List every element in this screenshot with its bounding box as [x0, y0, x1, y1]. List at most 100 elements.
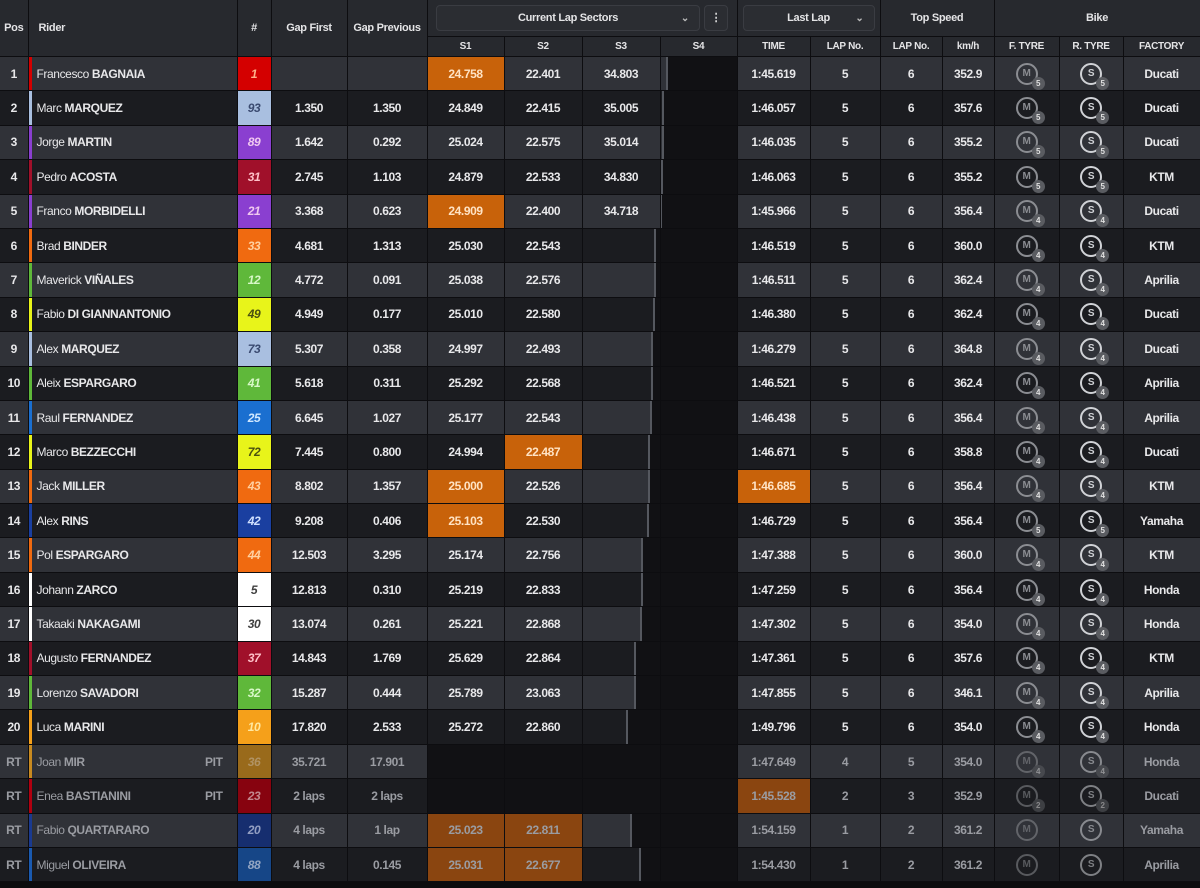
rider-name[interactable]: Maverick VIÑALES: [28, 262, 238, 298]
table-row[interactable]: 8 Fabio DI GIANNANTONIO 49 4.949 0.177 25.010…: [0, 297, 1200, 333]
gap-previous: 0.311: [347, 366, 428, 401]
rider-name[interactable]: Pol ESPARGARO: [28, 537, 238, 573]
header-rear-tyre[interactable]: R. TYRE: [1059, 36, 1124, 57]
header-kmh[interactable]: km/h: [942, 36, 995, 57]
rider-name[interactable]: Marc MARQUEZ: [28, 90, 238, 126]
table-row[interactable]: 7 Maverick VIÑALES 12 4.772 0.091 25.038 22.57…: [0, 262, 1200, 298]
table-row[interactable]: 4 Pedro ACOSTA 31 2.745 1.103 24.879 22.533 34.…: [0, 159, 1200, 195]
header-s4[interactable]: S4: [660, 36, 738, 57]
rider-first-name: Aleix: [36, 376, 61, 391]
table-row[interactable]: RT Miguel OLIVEIRA 88 4 laps 0.145 25.031 22.6…: [0, 847, 1200, 883]
rider-name[interactable]: Enea BASTIANINI PIT: [28, 778, 238, 814]
header-s2[interactable]: S2: [504, 36, 583, 57]
tyre-age-badge: 4: [1031, 626, 1045, 640]
sector-s3: 34.718: [582, 194, 661, 229]
rider-name[interactable]: Johann ZARCO: [28, 572, 238, 608]
table-row[interactable]: 17 Takaaki NAKAGAMI 30 13.074 0.261 25.221 22.…: [0, 606, 1200, 642]
rider-name[interactable]: Fabio DI GIANNANTONIO: [28, 297, 238, 333]
team-color-bar: [28, 572, 32, 606]
last-lap-number: 5: [810, 641, 881, 677]
last-lap-dropdown[interactable]: Last Lap ⌄: [742, 5, 875, 31]
sector-progress-remaining: [666, 57, 736, 90]
table-row[interactable]: 15 Pol ESPARGARO 44 12.503 3.295 25.174 22.756…: [0, 537, 1200, 573]
table-row[interactable]: 10 Aleix ESPARGARO 41 5.618 0.311 25.292 22.56…: [0, 366, 1200, 401]
position: 17: [0, 606, 29, 642]
rider-name[interactable]: Jorge MARTIN: [28, 125, 238, 161]
rider-name[interactable]: Jack MILLER: [28, 469, 238, 505]
table-row[interactable]: 12 Marco BEZZECCHI 72 7.445 0.800 24.994 22.48…: [0, 434, 1200, 470]
header-s1[interactable]: S1: [427, 36, 505, 57]
table-row[interactable]: 3 Jorge MARTIN 89 1.642 0.292 25.024 22.575 35.…: [0, 125, 1200, 161]
header-front-tyre[interactable]: F. TYRE: [994, 36, 1060, 57]
rider-name[interactable]: Marco BEZZECCHI: [28, 434, 238, 470]
header-gap-first[interactable]: Gap First: [271, 0, 348, 57]
header-pos[interactable]: Pos: [0, 0, 29, 57]
last-lap-number: 5: [810, 56, 881, 92]
header-gap-previous[interactable]: Gap Previous: [347, 0, 428, 57]
rider-name[interactable]: Takaaki NAKAGAMI: [28, 606, 238, 642]
rider-name[interactable]: Luca MARINI: [28, 709, 238, 745]
rider-name[interactable]: Miguel OLIVEIRA: [28, 847, 238, 883]
header-time[interactable]: TIME: [737, 36, 811, 57]
table-row[interactable]: RT Fabio QUARTARARO 20 4 laps 1 lap 25.023 22.…: [0, 813, 1200, 848]
position: 3: [0, 125, 29, 161]
gap-previous: 1.103: [347, 159, 428, 195]
table-row[interactable]: 16 Johann ZARCO 5 12.813 0.310 25.219 22.833 1:…: [0, 572, 1200, 608]
table-row[interactable]: 5 Franco MORBIDELLI 21 3.368 0.623 24.909 22.4…: [0, 194, 1200, 229]
rider-name[interactable]: Francesco BAGNAIA: [28, 56, 238, 92]
tyre-age-badge: 5: [1031, 111, 1045, 125]
rider-name[interactable]: Franco MORBIDELLI: [28, 194, 238, 229]
gap-first: 4.772: [271, 262, 348, 298]
front-tyre: M: [994, 847, 1060, 883]
rider-name[interactable]: Aleix ESPARGARO: [28, 366, 238, 401]
table-row[interactable]: 20 Luca MARINI 10 17.820 2.533 25.272 22.860 1:…: [0, 709, 1200, 745]
sector-s2: 22.580: [504, 297, 583, 333]
rider-name[interactable]: Raul FERNANDEZ: [28, 400, 238, 436]
table-row[interactable]: 2 Marc MARQUEZ 93 1.350 1.350 24.849 22.415 35.…: [0, 90, 1200, 126]
rider-last-name: MIR: [63, 754, 85, 769]
table-row[interactable]: RT Enea BASTIANINI PIT 23 2 laps 2 laps 1:45.5…: [0, 778, 1200, 814]
table-row[interactable]: 19 Lorenzo SAVADORI 32 15.287 0.444 25.789 23.…: [0, 675, 1200, 711]
rider-name[interactable]: Brad BINDER: [28, 228, 238, 264]
table-row[interactable]: 13 Jack MILLER 43 8.802 1.357 25.000 22.526 1:4…: [0, 469, 1200, 505]
header-lap-no[interactable]: LAP No.: [810, 36, 881, 57]
rider-name[interactable]: Alex RINS: [28, 503, 238, 539]
header-top-speed-lap-no[interactable]: LAP No.: [880, 36, 943, 57]
header-s3[interactable]: S3: [582, 36, 661, 57]
header-factory[interactable]: FACTORY: [1123, 36, 1200, 57]
rider-name[interactable]: Fabio QUARTARARO: [28, 813, 238, 848]
top-speed-kmh: 356.4: [942, 194, 995, 229]
sectors-dropdown[interactable]: Current Lap Sectors ⌄: [436, 5, 700, 32]
team-color-bar: [28, 744, 32, 778]
sector-s2: [504, 778, 583, 814]
table-row[interactable]: 1 Francesco BAGNAIA 1 24.758 22.401 34.803 1:4…: [0, 56, 1200, 92]
table-row[interactable]: 6 Brad BINDER 33 4.681 1.313 25.030 22.543 1:46…: [0, 228, 1200, 264]
rider-name[interactable]: Alex MARQUEZ: [28, 331, 238, 367]
sector-s3: [582, 228, 661, 264]
table-row[interactable]: RT Joan MIR PIT 36 35.721 17.901 1:47.649 4 5 354…: [0, 744, 1200, 780]
rider-name[interactable]: Joan MIR PIT: [28, 744, 238, 780]
table-row[interactable]: 9 Alex MARQUEZ 73 5.307 0.358 24.997 22.493 1:4…: [0, 331, 1200, 367]
header-number[interactable]: #: [237, 0, 272, 57]
rider-name[interactable]: Pedro ACOSTA: [28, 159, 238, 195]
table-row[interactable]: 14 Alex RINS 42 9.208 0.406 25.103 22.530 1:46.…: [0, 503, 1200, 539]
tyre-age-badge: 4: [1031, 454, 1045, 468]
table-row[interactable]: 11 Raul FERNANDEZ 25 6.645 1.027 25.177 22.543…: [0, 400, 1200, 436]
header-rider[interactable]: Rider: [28, 0, 238, 57]
more-options-icon[interactable]: ⋮: [704, 4, 728, 31]
rider-name[interactable]: Lorenzo SAVADORI: [28, 675, 238, 711]
position: 8: [0, 297, 29, 333]
rider-name[interactable]: Augusto FERNANDEZ: [28, 641, 238, 677]
gap-previous: 3.295: [347, 537, 428, 573]
table-row[interactable]: 18 Augusto FERNANDEZ 37 14.843 1.769 25.629 22…: [0, 641, 1200, 677]
